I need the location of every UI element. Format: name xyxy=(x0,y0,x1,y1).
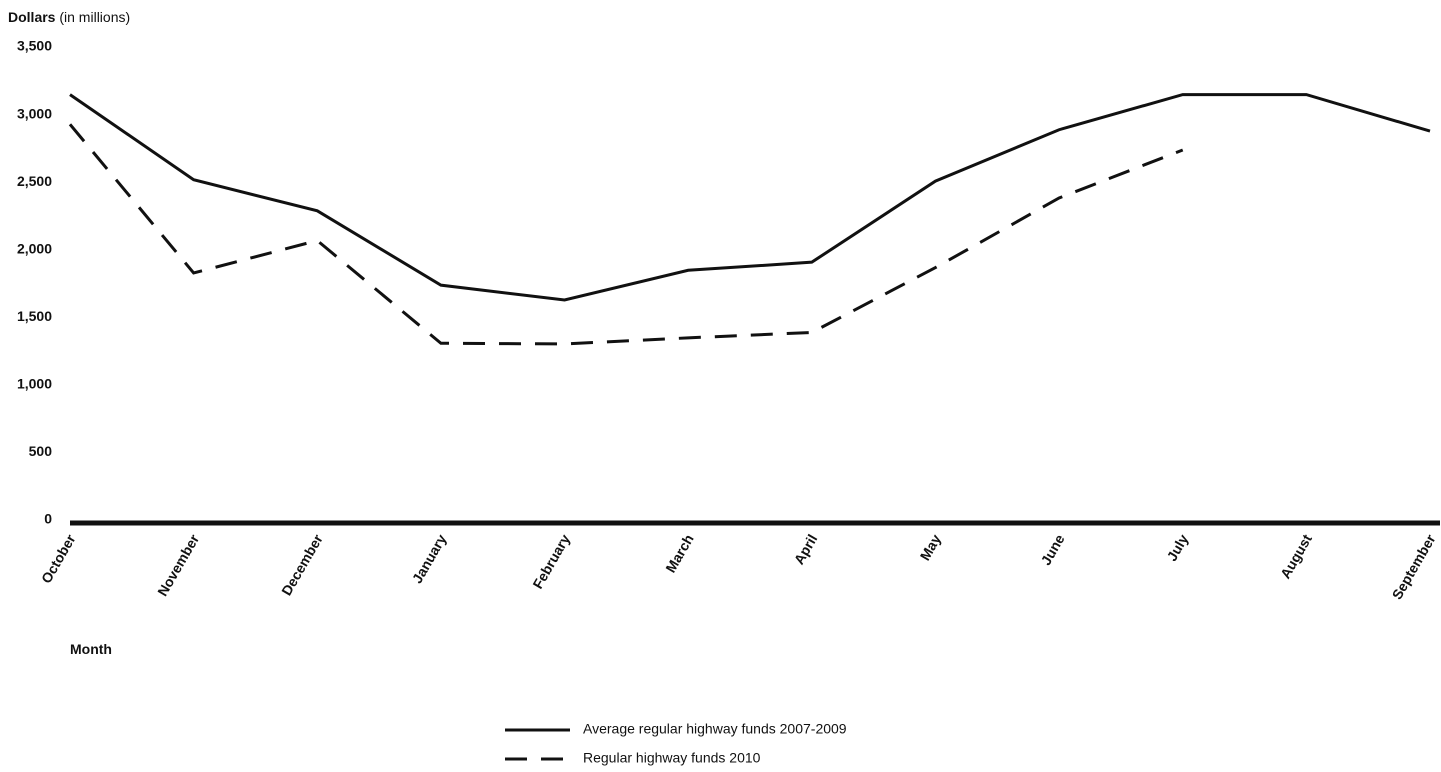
x-tick-label: March xyxy=(662,532,696,576)
x-tick-label: April xyxy=(791,532,821,568)
y-tick-label: 2,500 xyxy=(17,173,52,189)
series-line xyxy=(68,123,1184,346)
x-tick-label: November xyxy=(154,531,202,599)
x-tick-label: July xyxy=(1163,531,1191,563)
y-tick-label: 500 xyxy=(29,443,53,459)
y-tick-label: 0 xyxy=(44,511,52,527)
x-tick-label: June xyxy=(1037,531,1067,567)
y-tick-label: 1,000 xyxy=(17,376,52,392)
y-tick-label: 3,000 xyxy=(17,105,52,121)
y-tick-label: 3,500 xyxy=(17,38,52,54)
legend-label: Average regular highway funds 2007-2009 xyxy=(583,721,847,737)
series-line xyxy=(69,93,1431,302)
x-tick-label: September xyxy=(1389,531,1439,602)
y-label-main: Dollars xyxy=(8,9,56,25)
legend-label: Regular highway funds 2010 xyxy=(583,750,761,766)
x-axis-label: Month xyxy=(70,641,112,657)
x-tick-label: February xyxy=(529,531,573,591)
x-tick-label: December xyxy=(278,531,326,598)
x-tick-label: August xyxy=(1277,531,1315,581)
y-tick-label: 1,500 xyxy=(17,308,52,324)
x-tick-label: October xyxy=(38,531,79,586)
y-axis-label: Dollars (in millions) xyxy=(8,9,130,25)
y-label-unit: (in millions) xyxy=(59,9,130,25)
y-tick-label: 2,000 xyxy=(17,240,52,256)
x-tick-label: January xyxy=(409,531,450,586)
x-tick-label: May xyxy=(917,531,945,563)
